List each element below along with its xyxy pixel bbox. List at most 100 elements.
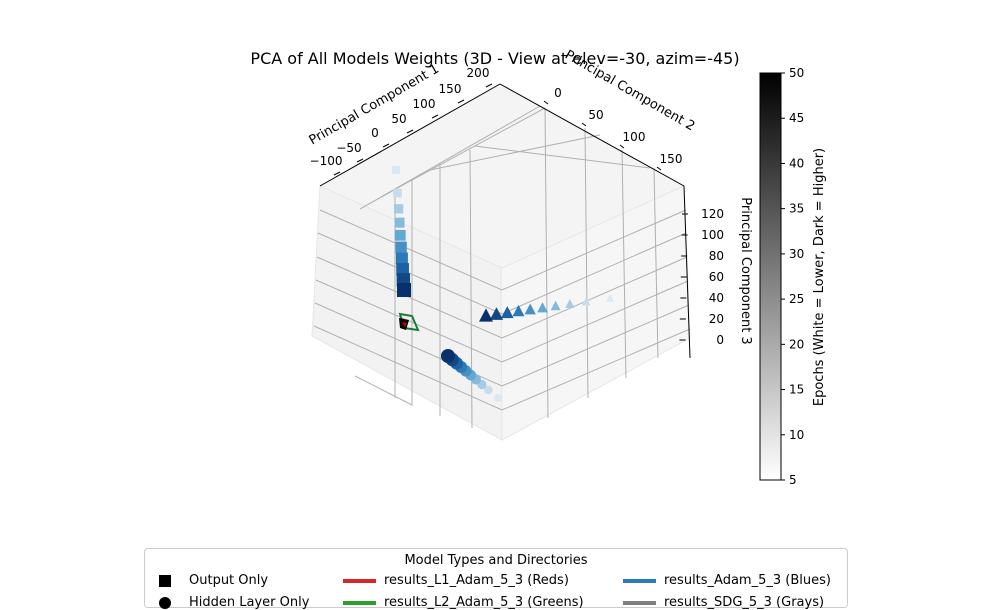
legend-square-marker (159, 575, 171, 587)
grid-line (621, 149, 627, 379)
y-tick-label: 50 (588, 108, 603, 122)
axis-edges (319, 83, 691, 359)
x-tick-mark (457, 99, 465, 104)
z-axis-line (683, 185, 691, 359)
colorbar-label: Epochs (White = Lower, Dark = Higher) (812, 148, 827, 406)
z-tick-label: 80 (709, 249, 724, 263)
colorbar-tick-label: 15 (789, 383, 804, 397)
legend-line-sdg (623, 601, 656, 605)
triangle-marker (524, 303, 536, 315)
grid-line (319, 209, 687, 291)
z-tick-label: 60 (709, 270, 724, 284)
square-marker (393, 188, 402, 198)
y-tick-label: 0 (554, 86, 562, 100)
triangle-marker (565, 299, 575, 308)
chart-title: PCA of All Models Weights (3D - View at … (250, 49, 739, 68)
x-tick-label: 200 (467, 66, 490, 80)
circle-marker (484, 385, 493, 395)
colorbar-tick-label: 40 (789, 156, 804, 170)
y-tick-labels: 0 50 100 150 (543, 86, 683, 171)
legend-label-output-only: Output Only (189, 573, 269, 588)
square-marker (393, 204, 404, 214)
triangle-marker (479, 308, 493, 322)
y-tick-label: 100 (623, 130, 646, 144)
triangle-marker (606, 294, 614, 302)
grid-line (317, 232, 687, 315)
colorbar-tick-label: 10 (789, 428, 804, 442)
x-axis-line (319, 83, 501, 187)
grid-line (653, 167, 659, 359)
triangle-marker (489, 307, 504, 320)
legend-title: Model Types and Directories (404, 553, 588, 568)
legend-line-l1-adam (343, 579, 376, 583)
z-tick-label: 120 (701, 207, 724, 221)
legend-line-l2-adam (343, 601, 376, 605)
grid-line (314, 302, 690, 387)
red-marker (402, 322, 407, 327)
grid-line (359, 105, 541, 210)
square-marker (395, 252, 408, 265)
z-axis-label: Principal Component 3 (738, 197, 753, 344)
legend-label-sdg: results_SDG_5_3 (Grays) (664, 595, 825, 610)
z-tick-label: 20 (709, 312, 724, 326)
x-tick-label: −100 (310, 154, 343, 168)
legend-label-l2-adam: results_L2_Adam_5_3 (Greens) (384, 595, 584, 610)
triangle-marker (537, 302, 548, 313)
y-tick-label: 150 (660, 152, 683, 166)
x-tick-mark (406, 129, 414, 134)
square-marker (397, 283, 411, 297)
triangle-marker (550, 300, 561, 311)
legend: Model Types and Directories Output Only … (144, 548, 848, 610)
x-tick-label: 50 (391, 112, 406, 126)
grid-line (313, 325, 691, 411)
x-tick-mark (485, 83, 493, 88)
z-tick-labels: 0 20 40 60 80 100 120 (679, 207, 724, 347)
y-axis-line (499, 83, 685, 187)
x-tick-mark (356, 158, 364, 163)
x-tick-mark (382, 143, 390, 148)
circle-marker (494, 394, 502, 402)
grid-line (411, 107, 546, 181)
colorbar-tick-label: 25 (789, 292, 804, 306)
y-tick-mark (543, 100, 549, 105)
legend-circle-marker (159, 597, 171, 609)
triangle-marker (581, 297, 591, 306)
colorbar: 5 10 15 20 25 30 35 40 45 50 Epochs (White = Lowe… (759, 66, 827, 487)
x-tick-label: 0 (371, 126, 379, 140)
colorbar-tick-label: 35 (789, 202, 804, 216)
square-marker (396, 263, 409, 276)
grid-line (316, 256, 688, 339)
grid-line (429, 134, 601, 171)
square-marker (392, 166, 400, 174)
colorbar-tick-label: 5 (789, 473, 797, 487)
colorbar-tick-label: 30 (789, 247, 804, 261)
square-marker (395, 241, 407, 253)
y-tick-mark (656, 166, 662, 171)
legend-line-adam (623, 579, 656, 583)
legend-label-adam: results_Adam_5_3 (Blues) (664, 573, 831, 588)
z-tick-label: 0 (716, 333, 724, 347)
y-tick-mark (581, 122, 587, 127)
x-tick-mark (431, 114, 439, 119)
legend-label-l1-adam: results_L1_Adam_5_3 (Reds) (384, 573, 569, 588)
grid-line (474, 145, 651, 169)
y-tick-mark (619, 144, 625, 149)
overlap-cluster (398, 312, 420, 332)
colorbar-ticks: 5 10 15 20 25 30 35 40 45 50 (781, 66, 804, 487)
triangle-marker (512, 304, 525, 317)
z-tick-label: 40 (709, 291, 724, 305)
square-marker (395, 229, 406, 241)
grid-line (315, 279, 689, 363)
colorbar-gradient (759, 72, 782, 481)
colorbar-tick-label: 50 (789, 66, 804, 80)
x-tick-label: 100 (413, 97, 436, 111)
data-markers (392, 166, 614, 402)
colorbar-tick-label: 45 (789, 111, 804, 125)
x-tick-label: −50 (336, 141, 361, 155)
x-tick-label: 150 (439, 82, 462, 96)
triangle-marker (500, 306, 514, 319)
circle-marker (441, 349, 455, 363)
z-tick-label: 100 (701, 228, 724, 242)
